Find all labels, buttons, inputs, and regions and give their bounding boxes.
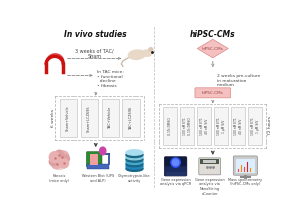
Ellipse shape [126,157,143,162]
Ellipse shape [126,154,143,160]
FancyBboxPatch shape [214,107,228,145]
FancyBboxPatch shape [231,107,245,145]
Text: Gene expression
analysis via
NanoString
nCounter: Gene expression analysis via NanoString … [195,178,225,196]
FancyBboxPatch shape [81,99,98,137]
Circle shape [59,159,69,168]
Ellipse shape [142,50,151,56]
FancyBboxPatch shape [199,158,221,175]
FancyBboxPatch shape [197,107,211,145]
Text: Western Blot (UPS
and ALP): Western Blot (UPS and ALP) [82,174,114,183]
Circle shape [49,158,57,166]
FancyBboxPatch shape [166,172,186,176]
Text: 100 nM ET1
1 μM S/V: 100 nM ET1 1 μM S/V [217,117,226,135]
Circle shape [171,158,180,167]
Circle shape [51,159,61,169]
Circle shape [172,159,179,166]
Ellipse shape [126,164,143,169]
Text: In TAC mice:
• functional
  decline
• fibrosis: In TAC mice: • functional decline • fibr… [97,70,124,88]
FancyBboxPatch shape [200,159,219,164]
Ellipse shape [126,166,143,171]
Ellipse shape [126,161,143,167]
Text: 2 weeks pre-culture
in maturation
medium: 2 weeks pre-culture in maturation medium [217,74,260,87]
Text: Fibrosis
(mice only): Fibrosis (mice only) [49,174,70,183]
Circle shape [50,151,69,169]
Ellipse shape [126,152,143,158]
Text: 0.1% DMSO: 0.1% DMSO [168,117,172,135]
FancyBboxPatch shape [195,88,231,98]
Text: 100 nM ET1
40 nM S/V: 100 nM ET1 40 nM S/V [200,117,209,135]
Text: TAC+LCZ696: TAC+LCZ696 [129,107,133,130]
Text: Chymotrypsin-like
activity: Chymotrypsin-like activity [118,174,151,183]
Text: TAC+Vehicle: TAC+Vehicle [108,107,112,129]
FancyBboxPatch shape [165,157,186,166]
FancyBboxPatch shape [180,107,194,145]
Circle shape [49,152,60,163]
FancyBboxPatch shape [101,99,119,137]
FancyBboxPatch shape [163,107,177,145]
FancyBboxPatch shape [236,159,255,173]
Ellipse shape [126,159,143,165]
Text: 72 hours: 72 hours [268,116,272,135]
Ellipse shape [128,50,145,59]
FancyBboxPatch shape [86,152,102,167]
Text: 3 weeks of TAC/
Sham: 3 weeks of TAC/ Sham [75,49,113,59]
FancyBboxPatch shape [123,99,140,137]
FancyBboxPatch shape [233,156,257,175]
Circle shape [55,150,63,158]
Text: 100 nM ET1
0.1% DMSO: 100 nM ET1 0.1% DMSO [183,117,191,135]
FancyBboxPatch shape [60,99,77,137]
FancyBboxPatch shape [87,164,109,169]
FancyBboxPatch shape [164,157,187,176]
FancyBboxPatch shape [90,154,98,165]
Text: Sham+LCZ696: Sham+LCZ696 [87,105,91,131]
Text: 100 nM ET1
1 μM S/V: 100 nM ET1 1 μM S/V [251,117,260,135]
Ellipse shape [126,150,143,155]
Text: hiPSC-CMs: hiPSC-CMs [202,91,224,95]
Text: 6 weeks: 6 weeks [51,109,55,127]
Text: Gene expression
analysis via qPCR: Gene expression analysis via qPCR [160,178,191,187]
Text: 100 nM ET1
40 nM S/V: 100 nM ET1 40 nM S/V [234,117,243,135]
Circle shape [58,151,69,162]
Circle shape [62,155,70,163]
Polygon shape [197,39,228,58]
Text: hiPSC-CMs: hiPSC-CMs [202,47,224,50]
Ellipse shape [100,147,106,155]
Text: Mass spectrometry
(hiPSC-CMs only): Mass spectrometry (hiPSC-CMs only) [228,178,262,187]
FancyBboxPatch shape [203,160,216,163]
Text: Sham+Vehicle: Sham+Vehicle [66,105,70,131]
FancyBboxPatch shape [248,107,262,145]
Text: hiPSC-CMs: hiPSC-CMs [190,30,236,39]
Text: In vivo studies: In vivo studies [64,30,127,39]
Ellipse shape [149,48,153,51]
